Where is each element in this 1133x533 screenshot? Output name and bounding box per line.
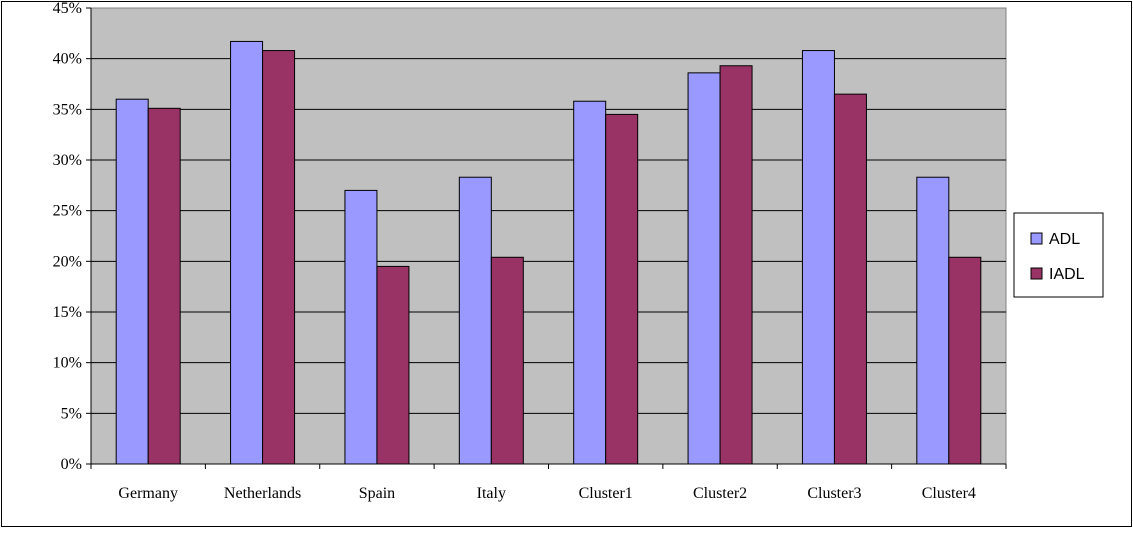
y-tick-label: 45% [53, 0, 82, 17]
bar-iadl-netherlands [262, 50, 296, 465]
legend: ADL IADL [1013, 212, 1104, 298]
bar-adl-cluster3 [801, 50, 835, 465]
x-tick-labels: Germany Netherlands Spain Italy Cluster1 Clus… [118, 485, 976, 502]
legend-box [1013, 212, 1104, 298]
bar-iadl-spain [376, 265, 410, 465]
x-tick-label: Germany [118, 485, 178, 502]
bar-iadl-germany [147, 107, 181, 465]
y-tick-label: 40% [53, 51, 82, 68]
x-tick-label: Netherlands [224, 485, 301, 502]
x-tick-label: Italy [477, 485, 506, 502]
bar-adl-cluster2 [687, 72, 721, 465]
bar-adl-cluster4 [916, 176, 950, 465]
bars [115, 40, 982, 465]
bar-adl-netherlands [230, 40, 264, 465]
x-tick-label: Cluster2 [693, 485, 747, 502]
x-tick-label: Cluster1 [579, 485, 633, 502]
bar-adl-spain [344, 189, 378, 465]
y-tick-label: 20% [53, 253, 82, 270]
bar-iadl-cluster3 [833, 93, 867, 465]
axes [86, 7, 1007, 469]
y-tick-label: 25% [53, 203, 82, 220]
y-tick-label: 30% [53, 152, 82, 169]
x-tick-label: Cluster4 [922, 485, 976, 502]
x-tick-label: Cluster3 [807, 485, 861, 502]
y-tick-label: 10% [53, 355, 82, 372]
bar-iadl-cluster4 [948, 256, 982, 465]
y-tick-labels: 0% 5% 10% 15% 20% 25% 30% 35% 40% 45% [53, 0, 82, 473]
y-tick-label: 5% [61, 405, 82, 422]
plot-area [90, 7, 1007, 465]
bar-iadl-cluster1 [605, 113, 639, 465]
legend-label-iadl: IADL [1049, 266, 1085, 283]
bar-adl-germany [115, 98, 149, 465]
y-tick-label: 15% [53, 304, 82, 321]
legend-label-adl: ADL [1049, 231, 1080, 248]
bar-adl-italy [458, 176, 492, 465]
bar-iadl-cluster2 [719, 65, 753, 465]
bar-adl-cluster1 [573, 100, 607, 465]
y-tick-label: 0% [61, 456, 82, 473]
bar-iadl-italy [490, 256, 524, 465]
legend-swatch-adl [1030, 232, 1043, 245]
y-tick-label: 35% [53, 101, 82, 118]
legend-swatch-iadl [1030, 267, 1043, 280]
x-tick-label: Spain [359, 485, 395, 502]
